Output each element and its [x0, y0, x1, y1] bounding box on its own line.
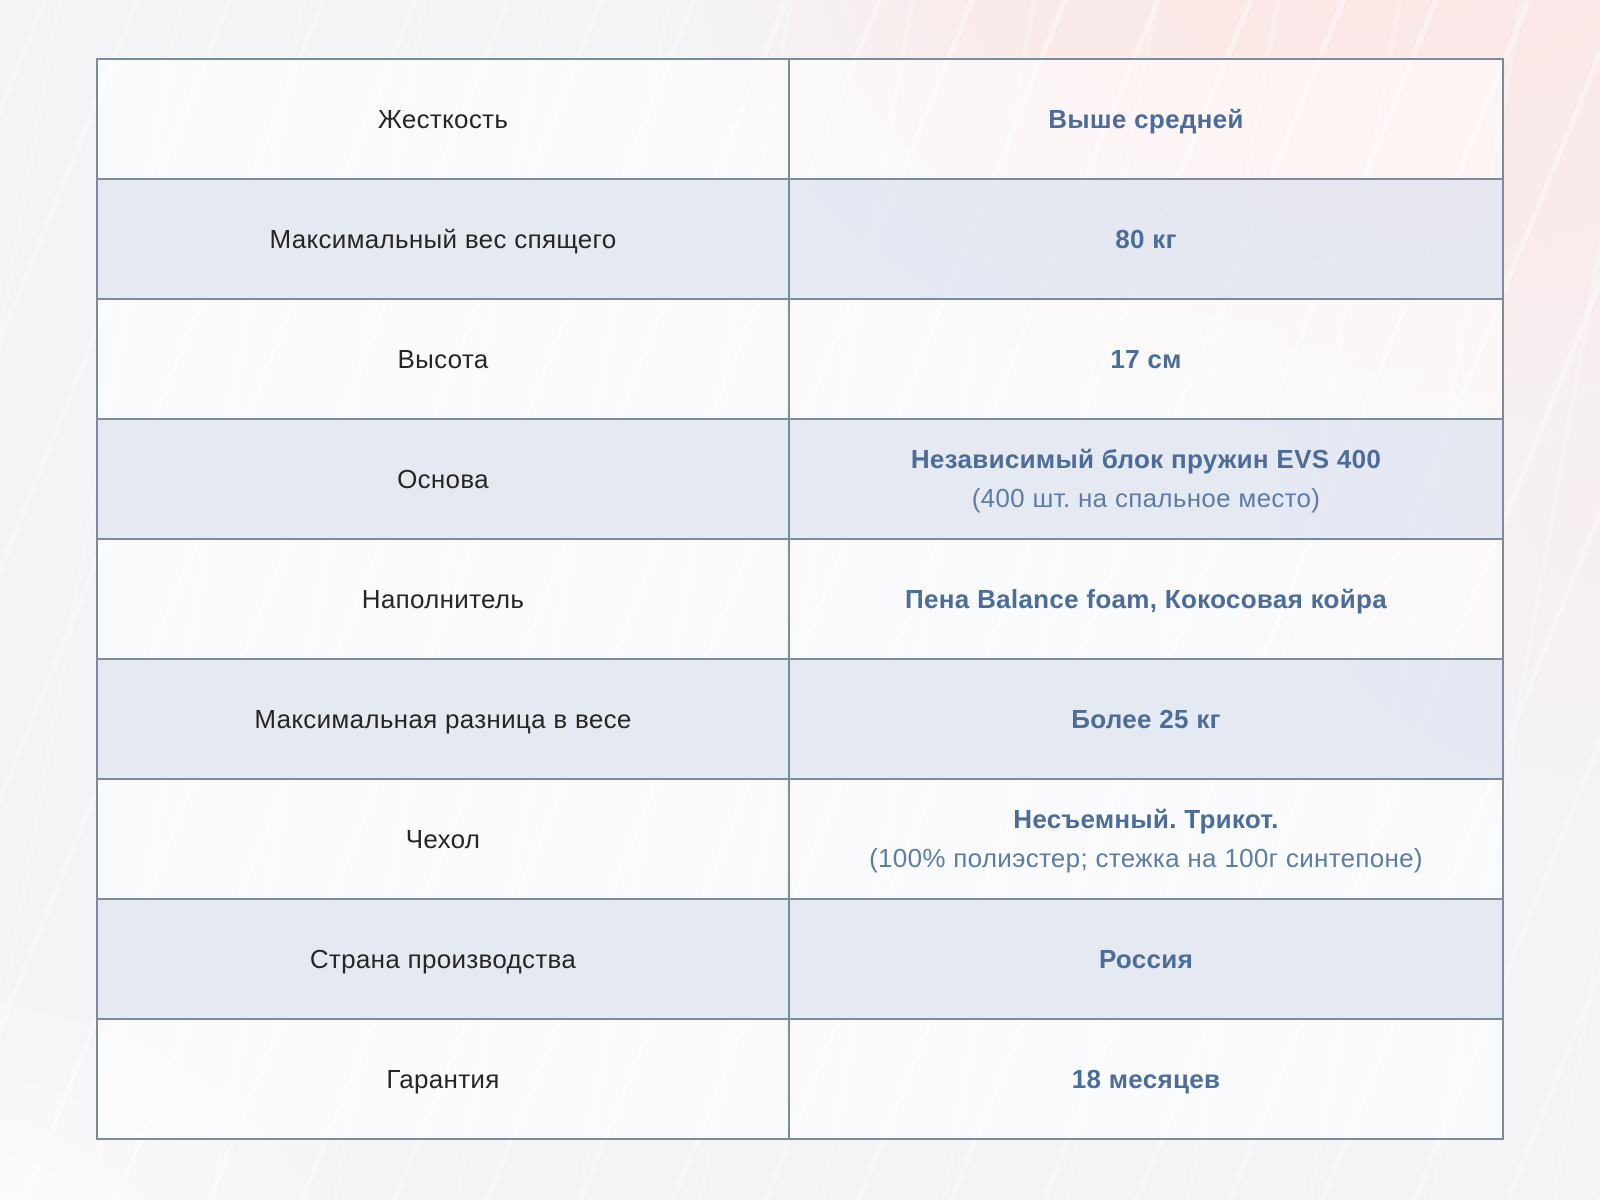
spec-label: Максимальный вес спящего [269, 223, 617, 254]
spec-value: 17 см [1110, 343, 1182, 374]
table-row: Чехол Несъемный. Трикот. (100% полиэстер; … [96, 778, 1504, 900]
spec-value: Пена Balance foam, Кокосовая койра [905, 583, 1387, 614]
spec-value: Независимый блок пружин EVS 400 [910, 444, 1382, 474]
table-row: Наполнитель Пена Balance foam, Кокосовая … [96, 538, 1504, 660]
spec-value: Несъемный. Трикот. [1013, 804, 1279, 834]
spec-label: Максимальная разница в весе [254, 703, 632, 734]
spec-label: Чехол [405, 823, 481, 854]
table-row: Максимальный вес спящего 80 кг [96, 178, 1504, 300]
spec-label: Наполнитель [361, 583, 525, 614]
spec-value: 18 месяцев [1071, 1063, 1221, 1094]
spec-value: Выше средней [1048, 103, 1244, 134]
spec-note: (100% полиэстер; стежка на 100г синтепон… [869, 843, 1423, 873]
spec-note: (400 шт. на спальное место) [971, 483, 1321, 513]
spec-label: Гарантия [386, 1063, 500, 1094]
spec-label: Высота [397, 343, 489, 374]
table-row: Максимальная разница в весе Более 25 кг [96, 658, 1504, 780]
spec-value: Более 25 кг [1071, 703, 1221, 734]
spec-label: Страна производства [309, 943, 577, 974]
spec-value: 80 кг [1115, 223, 1177, 254]
table-row: Основа Независимый блок пружин EVS 400 (40… [96, 418, 1504, 540]
spec-value: Россия [1098, 943, 1194, 974]
table-row: Гарантия 18 месяцев [96, 1018, 1504, 1140]
specs-table-body: Жесткость Выше средней Максимальный вес сп… [96, 58, 1504, 1140]
specs-table: Жесткость Выше средней Максимальный вес сп… [96, 58, 1504, 1140]
table-row: Страна производства Россия [96, 898, 1504, 1020]
table-row: Высота 17 см [96, 298, 1504, 420]
table-row: Жесткость Выше средней [96, 58, 1504, 180]
spec-label: Жесткость [377, 103, 509, 134]
spec-label: Основа [397, 463, 489, 494]
